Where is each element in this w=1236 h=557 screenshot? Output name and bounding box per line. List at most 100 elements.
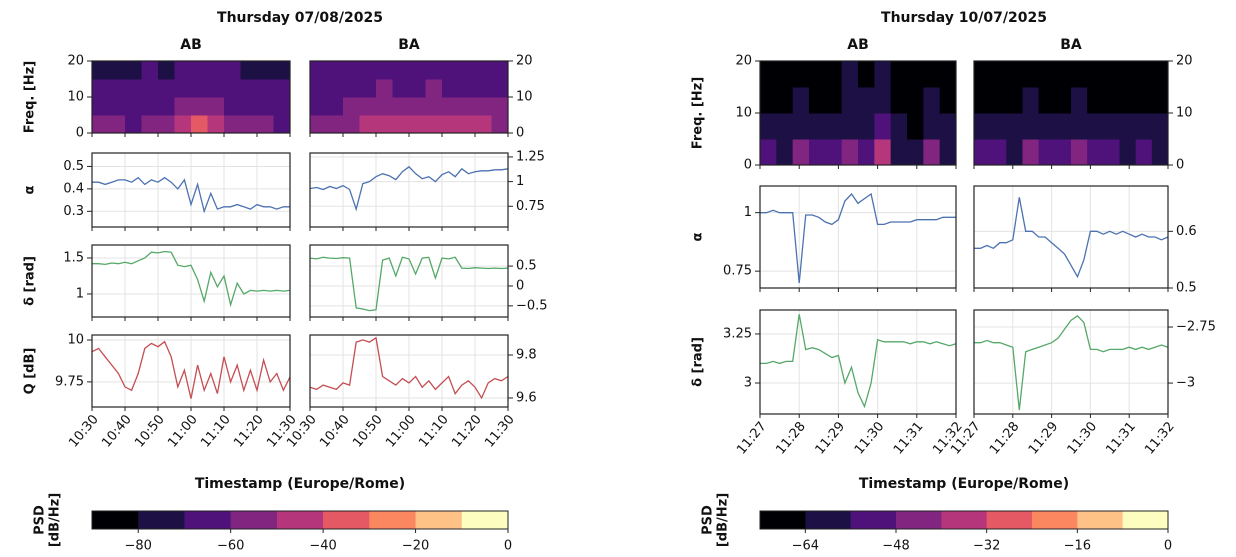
colorbar-swatch — [230, 511, 278, 529]
spectrogram-cell — [939, 87, 957, 114]
spectrogram-cell — [874, 87, 892, 114]
spectrogram-cell — [1103, 113, 1120, 140]
x-tick-label: 11:00 — [383, 412, 419, 450]
series-line — [91, 340, 291, 399]
spectrogram-cell — [310, 79, 327, 98]
series-line — [974, 314, 1169, 411]
spectrogram-cell — [240, 79, 258, 98]
spectrogram-cell — [491, 79, 509, 98]
x-tick-label: 11:30 — [482, 412, 518, 450]
column-title: AB — [847, 37, 869, 53]
colorbar-tick-label: −48 — [882, 539, 909, 554]
spectrogram-cell — [1087, 61, 1104, 88]
colorbar-swatch — [92, 511, 139, 529]
y-axis-label: δ [rad] — [23, 256, 38, 306]
spectrogram-cell — [792, 113, 810, 140]
spectrogram-cell — [1054, 87, 1072, 114]
y-tick-label: 0.75 — [516, 199, 545, 214]
spectrogram-cell — [1054, 113, 1072, 140]
spectrogram-cell — [1006, 87, 1023, 114]
spectrogram-cell — [1151, 113, 1169, 140]
spectrogram-cell — [841, 113, 859, 140]
y-axis-label: α — [23, 185, 38, 194]
spectrogram-cell — [174, 79, 192, 98]
spectrogram-cell — [825, 113, 843, 140]
spectrogram-cell — [359, 115, 377, 134]
spectrogram-cell — [792, 139, 810, 166]
x-tick-label: 11:29 — [1026, 419, 1062, 457]
spectrogram-cell — [108, 61, 126, 80]
spectrogram-cell — [974, 87, 991, 114]
colorbar-swatch — [415, 511, 463, 529]
colorbar-frame — [759, 510, 1169, 530]
y-tick-label: 20 — [516, 54, 533, 69]
column-title: BA — [1060, 37, 1082, 53]
colorbar-swatch — [461, 511, 509, 529]
spectrogram-cell — [475, 79, 492, 98]
x-tick-label: 11:30 — [1065, 419, 1101, 457]
spectrogram-cell — [343, 97, 360, 116]
colorbar-tick-label: −60 — [217, 539, 244, 554]
spectrogram-cell — [858, 139, 875, 166]
spectrogram-cell — [92, 97, 109, 116]
spectrogram-cell — [874, 139, 892, 166]
spectrogram-cell — [326, 97, 344, 116]
y-tick-label: 9.6 — [516, 390, 537, 405]
colorbar-label: [dB/Hz] — [716, 493, 731, 547]
panel-frame — [759, 309, 957, 415]
colorbar-tick-label: −20 — [402, 539, 429, 554]
colorbar-swatch — [1032, 511, 1078, 529]
spectrogram-cell — [990, 61, 1007, 88]
colorbar-tick-label: −32 — [973, 539, 1000, 554]
y-tick-label: 1 — [516, 174, 524, 189]
x-tick-label: 11:00 — [165, 412, 201, 450]
spectrogram-cell — [108, 97, 126, 116]
spectrogram-cell — [343, 79, 360, 98]
colorbar-swatch — [941, 511, 987, 529]
x-tick-label: 10:40 — [99, 412, 135, 450]
spectrogram-cell — [990, 113, 1007, 140]
spectrogram-cell — [409, 61, 426, 80]
colorbar-tick-label: −40 — [309, 539, 336, 554]
spectrogram-cell — [442, 61, 459, 80]
y-tick-label: 0 — [516, 126, 524, 141]
spectrogram-cell — [425, 97, 443, 116]
y-tick-label: 10 — [67, 333, 84, 348]
spectrogram-cell — [1087, 87, 1104, 114]
spectrogram-cell — [1006, 61, 1023, 88]
figure-title: Thursday 07/08/2025 — [217, 10, 383, 26]
y-tick-label: 10 — [516, 90, 533, 105]
spectrogram-cell — [257, 61, 274, 80]
x-tick-label: 10:50 — [132, 412, 168, 450]
x-tick-label: 11:27 — [734, 419, 770, 457]
colorbar-swatch — [369, 511, 416, 529]
x-tick-label: 11:31 — [891, 419, 927, 457]
spectrogram-cell — [458, 115, 476, 134]
x-axis-label: Timestamp (Europe/Rome) — [195, 476, 405, 492]
spectrogram-cell — [310, 115, 327, 134]
spectrogram-cell — [923, 139, 941, 166]
x-tick-label: 11:20 — [449, 412, 485, 450]
spectrogram-cell — [1087, 139, 1104, 166]
spectrogram-cell — [257, 115, 274, 134]
spectrogram-cell — [792, 87, 810, 114]
spectrogram-cell — [974, 139, 991, 166]
x-tick-label: 10:50 — [350, 412, 386, 450]
spectrogram-cell — [458, 79, 476, 98]
x-axis-label: Timestamp (Europe/Rome) — [859, 476, 1069, 492]
panel-frame — [973, 309, 1169, 415]
spectrogram-cell — [273, 79, 291, 98]
y-tick-label: 10 — [1176, 106, 1193, 121]
spectrogram-cell — [1038, 113, 1056, 140]
x-tick-label: 11:30 — [852, 419, 888, 457]
spectrogram-cell — [1071, 61, 1088, 88]
spectrogram-cell — [409, 79, 426, 98]
y-tick-label: 0.5 — [516, 259, 537, 274]
spectrogram-cell — [760, 87, 777, 114]
colorbar-tick-label: −64 — [792, 539, 819, 554]
spectrogram-cell — [890, 139, 908, 166]
colorbar-swatch — [276, 511, 324, 529]
spectrogram-cell — [442, 79, 459, 98]
spectrogram-cell — [376, 79, 393, 98]
spectrogram-cell — [240, 61, 258, 80]
